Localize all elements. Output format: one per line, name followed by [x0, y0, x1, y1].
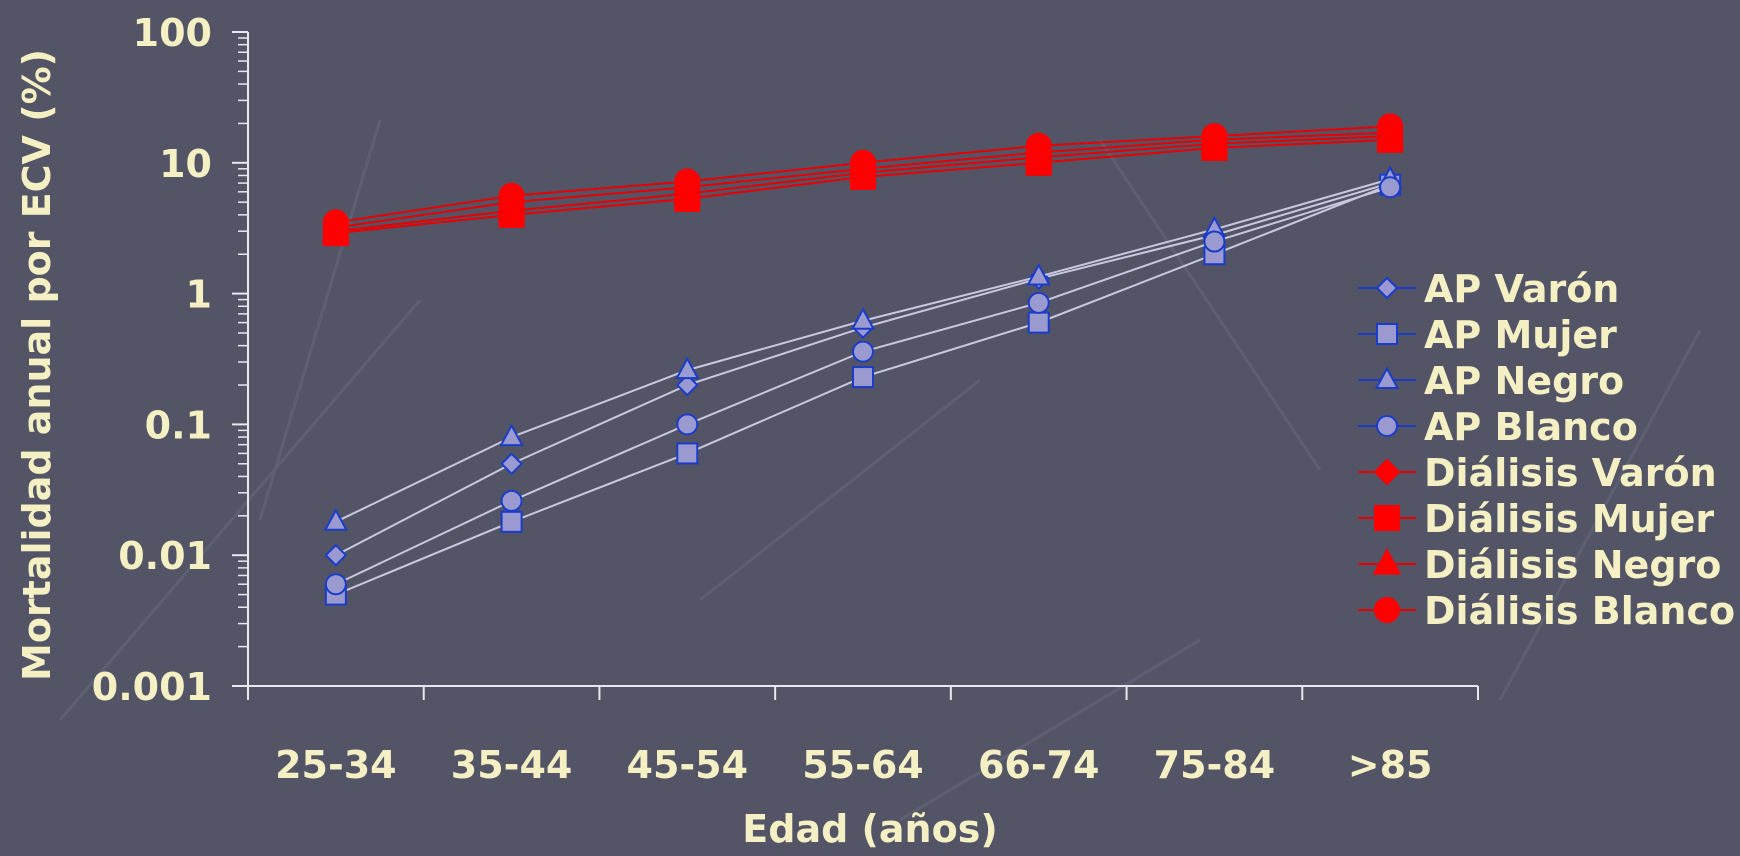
y-tick-label: 10: [159, 142, 212, 186]
data-point-ap-blanco: [1379, 176, 1402, 199]
legend-label: AP Negro: [1424, 359, 1624, 403]
legend-item-dialisis-negro: Diálisis Negro: [1358, 543, 1721, 587]
axes: 0.001 0.01 0.1 1 10 100 25-34 35-44 45-54 55-64 66…: [92, 11, 1479, 787]
legend-marker: [1376, 323, 1398, 345]
data-point-ap-varon: [324, 543, 348, 567]
decor-line-2: [699, 378, 981, 602]
data-point-ap-blanco: [852, 340, 874, 363]
background-decoration: [58, 119, 1702, 822]
y-tick-label: 0.001: [92, 665, 212, 709]
series-dialisis-negro: [321, 120, 1405, 242]
legend-marker: [1374, 597, 1400, 623]
y-tick-label: 0.1: [145, 403, 212, 447]
data-point-dialisis-blanco: [498, 182, 525, 209]
series-layer: [321, 113, 1405, 606]
data-point-ap-negro: [675, 356, 700, 380]
decor-line-1: [258, 119, 382, 521]
legend-label: Diálisis Negro: [1424, 543, 1721, 587]
legend-item-ap-varon: AP Varón: [1358, 267, 1619, 311]
x-axis-label: Edad (años): [742, 807, 997, 851]
legend-item-ap-mujer: AP Mujer: [1358, 313, 1617, 357]
x-tick-label: 66-74: [978, 743, 1100, 787]
legend-label: Diálisis Varón: [1424, 451, 1717, 495]
decor-line-0: [58, 299, 422, 721]
y-tick-label: 100: [133, 11, 212, 55]
legend-marker: [1375, 276, 1399, 300]
data-point-ap-blanco: [324, 573, 347, 596]
x-tick-label: >85: [1348, 743, 1433, 787]
data-point-ap-mujer: [1027, 311, 1050, 334]
series-dialisis-blanco: [322, 113, 1404, 236]
data-point-ap-negro: [1026, 262, 1051, 286]
decor-line-3: [1098, 139, 1322, 471]
data-point-ap-mujer: [676, 442, 699, 465]
legend-label: AP Varón: [1424, 267, 1619, 311]
decor-line-5: [899, 638, 1201, 822]
legend-marker: [1376, 415, 1398, 437]
y-axis-label: Mortalidad anual por ECV (%): [15, 49, 59, 681]
data-point-dialisis-blanco: [322, 209, 349, 236]
x-tick-label: 25-34: [275, 743, 397, 787]
legend-marker: [1374, 505, 1400, 531]
series-line-ap-mujer: [335, 183, 1391, 596]
data-point-ap-blanco: [1203, 230, 1226, 253]
legend-item-dialisis-blanco: Diálisis Blanco: [1358, 589, 1735, 633]
data-point-ap-varon: [500, 452, 523, 476]
data-point-ap-negro: [323, 508, 349, 531]
legend-marker: [1372, 548, 1402, 575]
x-tick-label: 55-64: [802, 743, 924, 787]
data-point-ap-negro: [499, 423, 524, 447]
series-ap-blanco: [324, 176, 1402, 596]
data-point-ap-blanco: [1027, 291, 1050, 314]
data-point-dialisis-blanco: [1377, 113, 1404, 140]
data-point-ap-mujer: [852, 366, 874, 389]
legend-label: AP Mujer: [1424, 313, 1617, 357]
data-point-dialisis-blanco: [1025, 132, 1052, 159]
y-tick-label: 1: [186, 273, 212, 317]
x-tick-label: 35-44: [451, 743, 573, 787]
x-tick-label: 45-54: [627, 743, 749, 787]
data-point-dialisis-blanco: [850, 149, 876, 176]
decor-line-4: [1498, 329, 1702, 701]
legend-label: Diálisis Blanco: [1424, 589, 1735, 633]
x-tick-label: 75-84: [1154, 743, 1276, 787]
data-point-ap-blanco: [500, 489, 523, 512]
legend-item-ap-negro: AP Negro: [1358, 359, 1624, 403]
series-ap-mujer: [324, 173, 1402, 606]
legend-marker: [1373, 458, 1401, 486]
data-point-ap-negro: [850, 307, 876, 330]
data-point-dialisis-blanco: [674, 168, 701, 195]
data-point-ap-varon: [675, 373, 699, 397]
legend-item-dialisis-mujer: Diálisis Mujer: [1358, 497, 1714, 541]
legend-marker: [1374, 366, 1400, 389]
legend-label: AP Blanco: [1424, 405, 1638, 449]
data-point-dialisis-blanco: [1201, 123, 1228, 150]
y-tick-label: 0.01: [118, 534, 212, 578]
legend-item-dialisis-varon: Diálisis Varón: [1358, 451, 1717, 495]
data-point-ap-blanco: [676, 413, 699, 436]
data-point-ap-mujer: [500, 510, 523, 533]
legend-label: Diálisis Mujer: [1424, 497, 1714, 541]
legend-item-ap-blanco: AP Blanco: [1358, 405, 1638, 449]
